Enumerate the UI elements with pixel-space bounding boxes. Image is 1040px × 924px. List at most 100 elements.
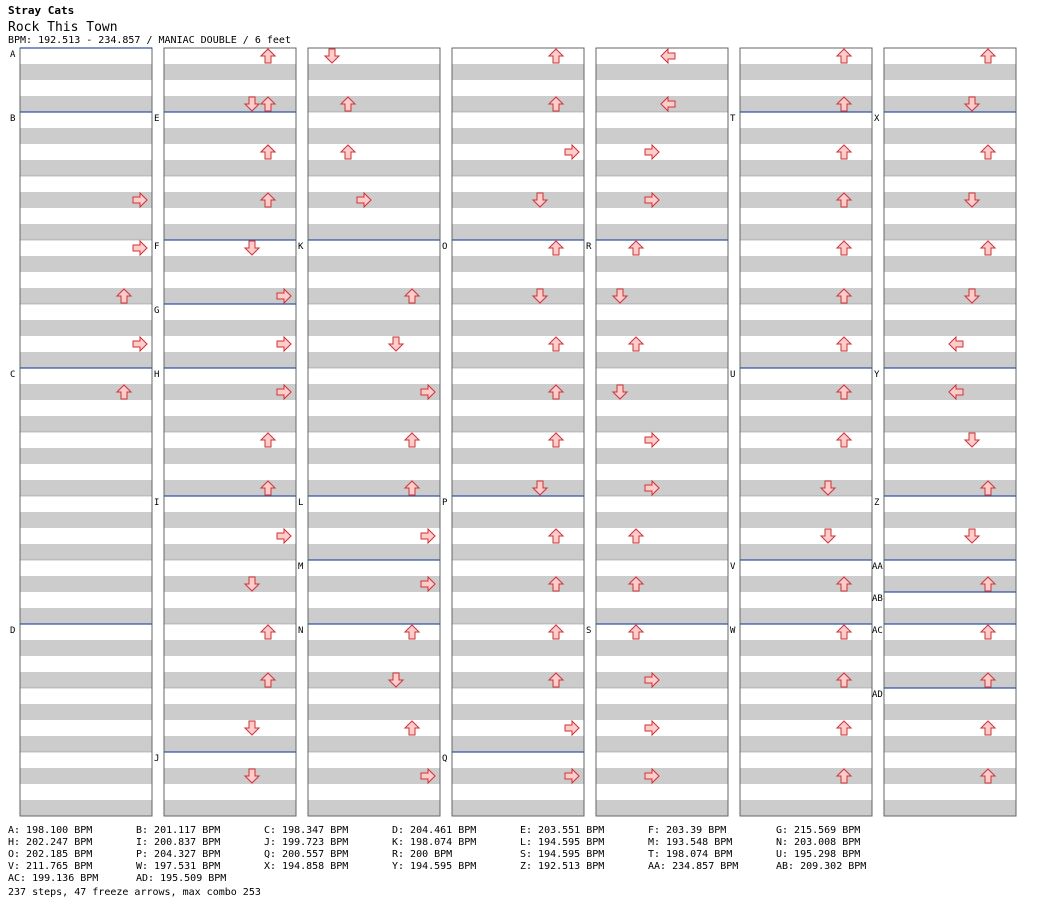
left-arrow xyxy=(948,335,964,353)
bpm-entry: AA: 234.857 BPM xyxy=(648,861,739,872)
beat-stripe xyxy=(740,352,872,368)
beat-stripe xyxy=(452,336,584,352)
beat-stripe xyxy=(452,208,584,224)
beat-stripe xyxy=(164,592,296,608)
beat-stripe xyxy=(884,688,1016,704)
arrow-shape xyxy=(835,624,853,640)
up-arrow xyxy=(835,768,853,784)
arrow-shape xyxy=(547,96,565,112)
beat-stripe xyxy=(308,384,440,400)
arrow-shape xyxy=(564,767,580,785)
beat-stripe xyxy=(20,48,152,64)
arrow-shape xyxy=(835,48,853,64)
beat-stripe xyxy=(884,656,1016,672)
beat-stripe xyxy=(452,320,584,336)
beat-stripe xyxy=(596,368,728,384)
beat-stripe xyxy=(20,736,152,752)
beat-stripe xyxy=(452,544,584,560)
bpm-entry: AD: 195.509 BPM xyxy=(136,873,227,884)
beat-stripe xyxy=(596,336,728,352)
beat-stripe xyxy=(20,176,152,192)
bpm-entry: O: 202.185 BPM xyxy=(8,849,93,860)
beat-stripe xyxy=(164,384,296,400)
beat-stripe xyxy=(452,576,584,592)
beat-stripe xyxy=(308,224,440,240)
beat-stripe xyxy=(308,320,440,336)
arrow-shape xyxy=(420,527,436,545)
beat-stripe xyxy=(740,704,872,720)
section-label: J xyxy=(154,754,159,764)
chart-info: BPM: 192.513 - 234.857 / MANIAC DOUBLE /… xyxy=(8,35,291,46)
beat-stripe xyxy=(452,608,584,624)
beat-stripe xyxy=(740,400,872,416)
arrow-shape xyxy=(627,528,645,544)
up-arrow xyxy=(835,192,853,208)
bpm-entry: B: 201.117 BPM xyxy=(136,825,221,836)
beat-stripe xyxy=(740,672,872,688)
section-label: M xyxy=(298,562,304,572)
beat-stripe xyxy=(740,288,872,304)
left-arrow xyxy=(660,95,676,113)
right-arrow xyxy=(564,719,580,737)
beat-stripe xyxy=(740,544,872,560)
arrow-shape xyxy=(963,528,981,544)
beat-stripe xyxy=(20,464,152,480)
beat-stripe xyxy=(740,96,872,112)
beat-stripe xyxy=(596,304,728,320)
beat-stripe xyxy=(20,160,152,176)
beat-stripe xyxy=(596,112,728,128)
beat-stripe xyxy=(452,416,584,432)
bpm-entry: AC: 199.136 BPM xyxy=(8,873,99,884)
beat-stripe xyxy=(740,768,872,784)
up-arrow xyxy=(259,144,277,160)
beat-stripe xyxy=(308,304,440,320)
section-label: E xyxy=(154,114,159,124)
beat-stripe xyxy=(164,528,296,544)
beat-stripe xyxy=(20,576,152,592)
beat-stripe xyxy=(308,160,440,176)
beat-stripe xyxy=(164,240,296,256)
beat-stripe xyxy=(164,624,296,640)
beat-stripe xyxy=(164,784,296,800)
arrow-shape xyxy=(627,240,645,256)
beat-stripe xyxy=(308,288,440,304)
right-arrow xyxy=(564,767,580,785)
beat-stripe xyxy=(740,688,872,704)
section-label: B xyxy=(10,114,15,124)
chart-column xyxy=(307,47,441,817)
beat-stripe xyxy=(164,432,296,448)
beat-stripe xyxy=(740,320,872,336)
arrow-shape xyxy=(979,576,997,592)
arrow-shape xyxy=(243,768,261,784)
beat-stripe xyxy=(740,240,872,256)
up-arrow xyxy=(979,144,997,160)
song-artist: Stray Cats xyxy=(8,4,75,17)
beat-stripe xyxy=(452,736,584,752)
beat-stripe xyxy=(20,128,152,144)
section-label: V xyxy=(730,562,736,572)
beat-stripe xyxy=(740,656,872,672)
beat-stripe xyxy=(20,544,152,560)
down-arrow xyxy=(963,528,981,544)
beat-stripe xyxy=(164,544,296,560)
beat-stripe xyxy=(308,704,440,720)
right-arrow xyxy=(644,671,660,689)
section-label: F xyxy=(154,242,159,252)
down-arrow xyxy=(819,480,837,496)
beat-stripe xyxy=(20,336,152,352)
beat-stripe xyxy=(452,176,584,192)
bpm-entry: E: 203.551 BPM xyxy=(520,825,605,836)
chart-column xyxy=(739,47,873,817)
beat-stripe xyxy=(740,512,872,528)
beat-stripe xyxy=(164,288,296,304)
beat-stripe xyxy=(884,784,1016,800)
bpm-entry: D: 204.461 BPM xyxy=(392,825,477,836)
arrow-shape xyxy=(644,191,660,209)
beat-stripe xyxy=(452,144,584,160)
beat-stripe xyxy=(884,240,1016,256)
beat-stripe xyxy=(308,672,440,688)
bpm-entry: Y: 194.595 BPM xyxy=(392,861,477,872)
up-arrow xyxy=(403,480,421,496)
beat-stripe xyxy=(308,240,440,256)
arrow-shape xyxy=(403,480,421,496)
